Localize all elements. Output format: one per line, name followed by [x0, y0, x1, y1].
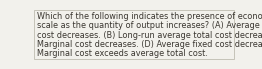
- Text: cost decreases. (B) Long-run average total cost decreases. (C): cost decreases. (B) Long-run average tot…: [37, 31, 262, 40]
- Text: Marginal cost exceeds average total cost.: Marginal cost exceeds average total cost…: [37, 49, 208, 58]
- Text: Which of the following indicates the presence of economies of: Which of the following indicates the pre…: [37, 12, 262, 21]
- Text: Marginal cost decreases. (D) Average fixed cost decreases. (E): Marginal cost decreases. (D) Average fix…: [37, 40, 262, 49]
- FancyBboxPatch shape: [34, 10, 234, 59]
- Text: scale as the quantity of output increases? (A) Average variable: scale as the quantity of output increase…: [37, 21, 262, 30]
